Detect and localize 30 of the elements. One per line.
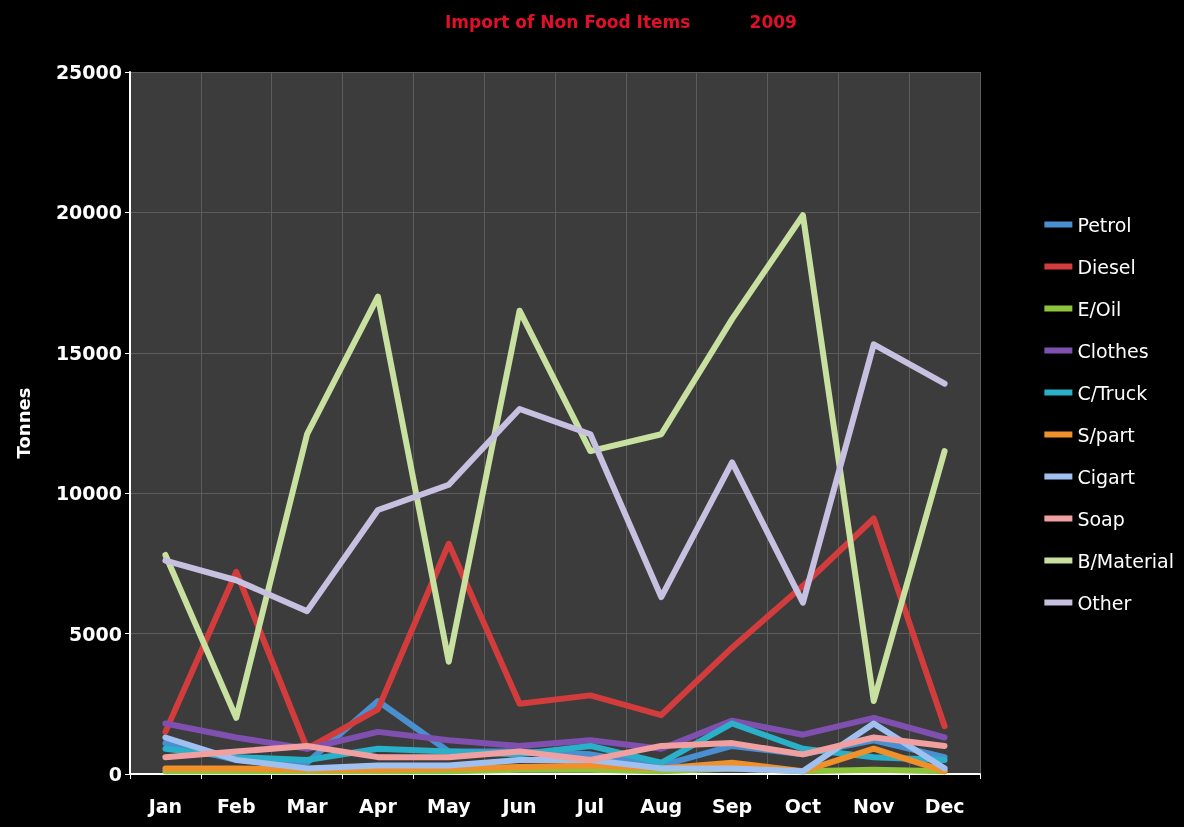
x-tick-label: Mar	[286, 794, 329, 817]
y-tick-label: 10000	[55, 482, 122, 505]
legend-label: C/Truck	[1077, 381, 1148, 404]
y-tick-label: 15000	[55, 341, 122, 364]
y-tick-label: 0	[108, 763, 122, 785]
x-tick-label: May	[426, 794, 472, 817]
y-axis-title: Tonnes	[12, 387, 34, 459]
x-tick-label: Jan	[146, 794, 183, 817]
legend-label: Clothes	[1077, 339, 1149, 362]
legend-label: Other	[1077, 591, 1132, 614]
y-tick-label: 5000	[69, 622, 122, 645]
x-tick-label: Dec	[924, 794, 965, 817]
x-tick-label: Aug	[640, 794, 683, 817]
x-tick-label: Jul	[574, 794, 604, 817]
legend-label: Cigart	[1077, 465, 1135, 488]
legend-label: Soap	[1077, 507, 1125, 530]
x-tick-label: Feb	[216, 794, 256, 817]
chart-title: Import of Non Food Items 2009	[445, 11, 797, 32]
legend-label: B/Material	[1077, 549, 1174, 572]
x-tick-label: Sep	[712, 794, 753, 817]
legend-label: S/part	[1077, 423, 1135, 446]
x-tick-label: Nov	[853, 794, 896, 817]
y-tick-label: 25000	[55, 61, 122, 83]
x-tick-label: Jun	[500, 794, 537, 817]
legend-label: Petrol	[1077, 213, 1132, 236]
legend-label: E/Oil	[1077, 297, 1122, 320]
x-tick-label: Apr	[359, 794, 398, 817]
x-tick-label: Oct	[784, 794, 822, 817]
legend-label: Diesel	[1077, 255, 1136, 278]
y-tick-label: 20000	[55, 201, 122, 224]
